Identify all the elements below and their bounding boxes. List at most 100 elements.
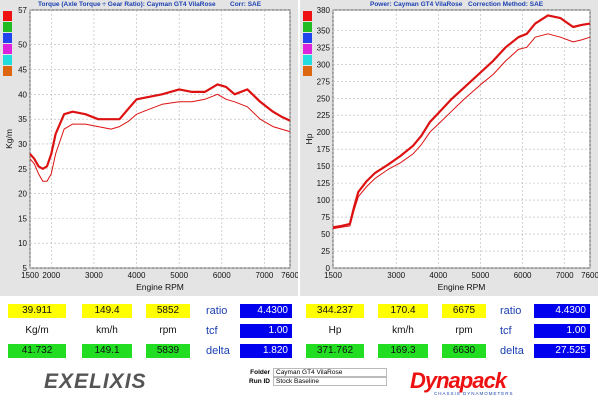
x-tick-label: 6000	[213, 271, 231, 280]
y-tick-label: 380	[317, 6, 331, 15]
torque-swatches	[3, 11, 12, 77]
torque-chart: 5 10 15 20 25 30 35 40 45 50 57 1500 2000 3000 4000 500…	[4, 6, 298, 292]
x-tick-label: 1500	[324, 271, 342, 280]
power-ratio-label: ratio	[500, 305, 522, 317]
y-tick-label: 275	[317, 77, 331, 86]
rpm-unit-label: rpm	[159, 325, 177, 336]
legend-swatch	[3, 44, 12, 54]
dynapack-tagline: CHASSIS DYNAMOMETERS	[434, 391, 514, 396]
y-axis-label: Hp	[304, 133, 314, 144]
x-axis-label: Engine RPM	[438, 282, 486, 292]
power-tcf-value: 1.00	[534, 324, 590, 338]
torque-readout-2: 41.732	[8, 344, 66, 358]
legend-swatch	[303, 11, 312, 21]
legend-swatch	[303, 66, 312, 76]
plot-area	[29, 9, 291, 269]
y-tick-label: 25	[321, 247, 330, 256]
power-delta-value: 27.525	[534, 344, 590, 358]
y-tick-label: 20	[18, 190, 27, 199]
power-chart: 0 25 50 75 100 125 150 175 200 225 250 275 300 325 350…	[304, 6, 598, 292]
y-tick-label: 15	[18, 214, 27, 223]
y-tick-label: 200	[317, 128, 331, 137]
legend-swatch	[3, 66, 12, 76]
y-tick-label: 50	[321, 230, 330, 239]
x-tick-label: 3000	[387, 271, 405, 280]
readouts: 39.911 149.4 5852 ratio 4.4300 Kg/m km/h…	[0, 298, 600, 364]
folder-value: Cayman GT4 VilaRose	[273, 368, 387, 377]
y-tick-label: 30	[18, 140, 27, 149]
y-tick-label: 350	[317, 26, 331, 35]
x-tick-label: 2000	[42, 271, 60, 280]
y-tick-label: 0	[326, 264, 331, 273]
power-rpm-unit-label: rpm	[455, 325, 473, 336]
torque-chart-title: Torque (Axle Torque ÷ Gear Ratio): Cayma…	[38, 1, 216, 8]
legend-swatch	[303, 44, 312, 54]
power-chart-title: Power: Cayman GT4 VilaRose	[370, 1, 463, 8]
legend-swatch	[3, 11, 12, 21]
legend-swatch	[3, 55, 12, 65]
x-tick-label: 7600	[281, 271, 298, 280]
series-line-1	[332, 33, 591, 230]
power-speed-readout-1: 170.4	[378, 304, 428, 318]
power-speed-readout-2: 169.3	[378, 344, 428, 358]
y-tick-label: 125	[317, 179, 331, 188]
y-tick-label: 325	[317, 43, 331, 52]
power-speed-unit-label: km/h	[392, 325, 414, 336]
power-ratio-value: 4.4300	[534, 304, 590, 318]
speed-readout-1: 149.4	[82, 304, 132, 318]
exelixis-logo: EXELIXIS	[44, 370, 147, 393]
y-tick-label: 40	[18, 90, 27, 99]
x-tick-label: 6000	[514, 271, 532, 280]
power-title-bar: Power: Cayman GT4 VilaRose Correction Me…	[300, 0, 598, 9]
delta-label: delta	[206, 345, 230, 357]
legend-swatch	[3, 33, 12, 43]
series-line-0	[29, 83, 291, 170]
y-tick-label: 225	[317, 111, 331, 120]
delta-value: 1.820	[240, 344, 292, 358]
x-tick-label: 7600	[581, 271, 598, 280]
y-tick-label: 250	[317, 94, 331, 103]
x-tick-label: 3000	[85, 271, 103, 280]
y-tick-label: 45	[18, 66, 27, 75]
torque-title-bar: Torque (Axle Torque ÷ Gear Ratio): Cayma…	[0, 0, 298, 9]
x-axis-label: Engine RPM	[136, 282, 184, 292]
speed-unit-label: km/h	[96, 325, 118, 336]
ratio-label: ratio	[206, 305, 228, 317]
x-tick-label: 1500	[21, 271, 39, 280]
x-tick-label: 7000	[256, 271, 274, 280]
y-tick-label: 10	[18, 239, 27, 248]
x-tick-label: 4000	[429, 271, 447, 280]
power-unit-label: Hp	[328, 325, 342, 336]
tcf-label: tcf	[206, 325, 218, 337]
folder-label: Folder	[250, 369, 270, 377]
footer: EXELIXIS Folder Cayman GT4 VilaRose Run I…	[0, 364, 600, 400]
legend-swatch	[3, 22, 12, 32]
y-tick-label: 300	[317, 60, 331, 69]
torque-unit-label: Kg/m	[25, 325, 49, 336]
y-tick-label: 50	[18, 41, 27, 50]
series-line-0	[332, 14, 591, 229]
x-tick-label: 4000	[128, 271, 146, 280]
y-tick-label: 100	[317, 196, 331, 205]
power-rpm-readout-1: 6675	[442, 304, 486, 318]
y-tick-label: 75	[321, 213, 330, 222]
y-tick-label: 175	[317, 145, 331, 154]
plot-area	[332, 9, 591, 269]
power-readout-2: 371.762	[306, 344, 364, 358]
rpm-readout-1: 5852	[146, 304, 190, 318]
power-rpm-readout-2: 6630	[442, 344, 486, 358]
y-tick-label: 57	[18, 6, 27, 15]
y-tick-label: 150	[317, 162, 331, 171]
dynapack-logo: Dynapack	[410, 368, 507, 393]
power-tcf-label: tcf	[500, 325, 512, 337]
y-axis-label: Kg/m	[4, 129, 14, 149]
legend-swatch	[303, 55, 312, 65]
run-id-value: Stock Baseline	[273, 377, 387, 387]
legend-swatch	[303, 33, 312, 43]
rpm-readout-2: 5839	[146, 344, 190, 358]
tcf-value: 1.00	[240, 324, 292, 338]
run-id-label: Run ID	[249, 378, 270, 386]
run-info: Folder Cayman GT4 VilaRose Run ID Stock Ba…	[240, 368, 387, 387]
speed-readout-2: 149.1	[82, 344, 132, 358]
torque-panel: Torque (Axle Torque ÷ Gear Ratio): Cayma…	[0, 0, 298, 296]
